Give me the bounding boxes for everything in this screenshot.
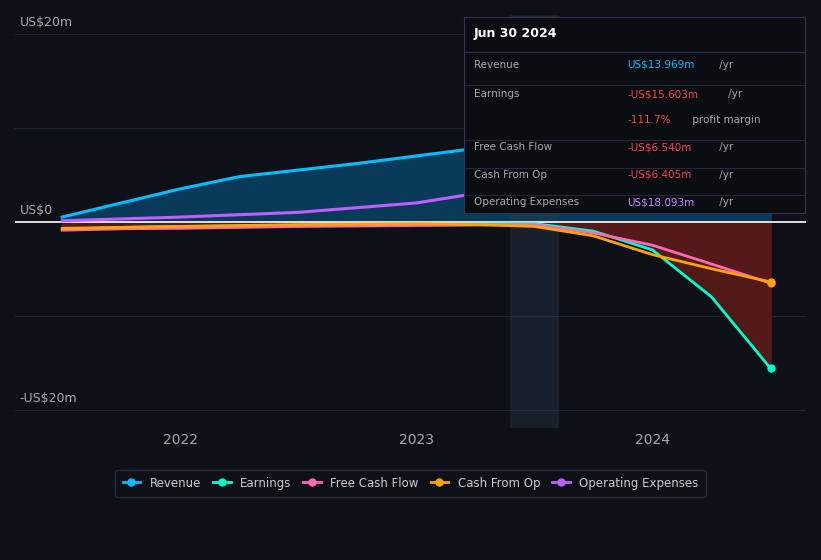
Text: profit margin: profit margin bbox=[690, 115, 761, 125]
Text: US$20m: US$20m bbox=[20, 16, 73, 29]
Legend: Revenue, Earnings, Free Cash Flow, Cash From Op, Operating Expenses: Revenue, Earnings, Free Cash Flow, Cash … bbox=[116, 470, 705, 497]
Text: Cash From Op: Cash From Op bbox=[474, 170, 547, 180]
Text: Jun 30 2024: Jun 30 2024 bbox=[474, 27, 557, 40]
Text: US$18.093m: US$18.093m bbox=[627, 197, 695, 207]
Text: /yr: /yr bbox=[716, 170, 733, 180]
Text: Operating Expenses: Operating Expenses bbox=[474, 197, 580, 207]
Text: -US$6.540m: -US$6.540m bbox=[627, 142, 692, 152]
Text: Earnings: Earnings bbox=[474, 90, 520, 99]
Text: -US$20m: -US$20m bbox=[20, 392, 77, 405]
Text: /yr: /yr bbox=[716, 197, 733, 207]
Text: Revenue: Revenue bbox=[474, 60, 519, 70]
Text: -111.7%: -111.7% bbox=[627, 115, 671, 125]
Text: -US$6.405m: -US$6.405m bbox=[627, 170, 692, 180]
Text: Free Cash Flow: Free Cash Flow bbox=[474, 142, 553, 152]
Text: -US$15.603m: -US$15.603m bbox=[627, 90, 699, 99]
Text: /yr: /yr bbox=[716, 60, 733, 70]
Text: US$0: US$0 bbox=[20, 204, 53, 217]
Text: /yr: /yr bbox=[716, 142, 733, 152]
Text: /yr: /yr bbox=[725, 90, 742, 99]
Text: US$13.969m: US$13.969m bbox=[627, 60, 695, 70]
